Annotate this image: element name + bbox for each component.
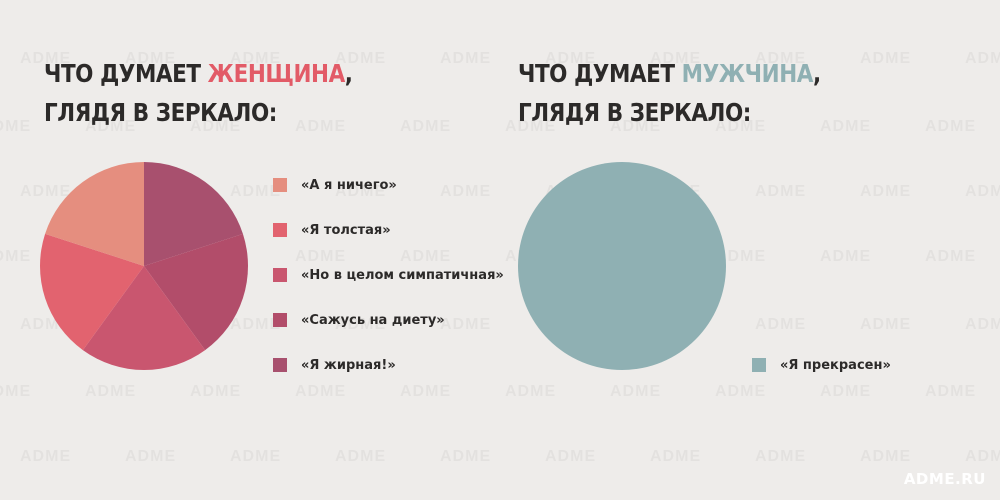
right-title-highlight: МУЖЧИНА: [681, 59, 814, 88]
watermark-text: ADME: [755, 316, 806, 334]
right-title-prefix: ЧТО ДУМАЕТ: [518, 59, 682, 88]
watermark-text: ADME: [610, 118, 661, 136]
woman-legend-item: «Я толстая»: [273, 222, 391, 238]
left-title-highlight: ЖЕНЩИНА: [207, 59, 346, 88]
watermark-text: ADME: [20, 50, 71, 68]
watermark-text: ADME: [505, 118, 556, 136]
watermark-text: ADME: [860, 183, 911, 201]
woman-legend-swatch: [273, 268, 287, 282]
man-pie-slice-1: [518, 162, 726, 370]
watermark-text: ADME: [715, 248, 766, 266]
watermark-text: ADME: [820, 118, 871, 136]
watermark-text: ADME: [190, 383, 241, 401]
watermark-text: ADME: [965, 50, 1000, 68]
watermark-text: ADME: [820, 248, 871, 266]
watermark-text: ADME: [190, 118, 241, 136]
watermark-text: ADME: [125, 50, 176, 68]
brand-logo-text: ADME.RU: [903, 470, 986, 488]
woman-legend-label: «Я жирная!»: [301, 357, 396, 373]
watermark-text: ADME: [925, 118, 976, 136]
man-legend-swatch: [752, 358, 766, 372]
watermark-text: ADME: [85, 383, 136, 401]
watermark-text: ADME: [20, 448, 71, 466]
watermark-text: ADME: [400, 248, 451, 266]
watermark-text: ADME: [965, 448, 1000, 466]
watermark-text: ADME: [965, 316, 1000, 334]
woman-legend-swatch: [273, 223, 287, 237]
watermark-text: ADME: [440, 183, 491, 201]
woman-pie-chart: [40, 162, 249, 370]
woman-pie-slice-1: [144, 162, 243, 266]
woman-legend-item: «А я ничего»: [273, 177, 397, 193]
watermark-text: ADME: [440, 316, 491, 334]
woman-legend-label: «Я толстая»: [301, 222, 391, 238]
watermark-text: ADME: [400, 383, 451, 401]
watermark-text: ADME: [0, 118, 31, 136]
woman-pie-slice-3: [82, 266, 206, 370]
left-title-prefix: ЧТО ДУМАЕТ: [44, 59, 208, 88]
watermark-text: ADME: [0, 383, 31, 401]
right-title-line2: ГЛЯДЯ В ЗЕРКАЛО:: [518, 98, 751, 127]
watermark-text: ADME: [610, 383, 661, 401]
watermark-text: ADME: [965, 183, 1000, 201]
watermark-text: ADME: [755, 448, 806, 466]
watermark-text: ADME: [755, 183, 806, 201]
watermark-text: ADME: [715, 118, 766, 136]
watermark-text: ADME: [650, 448, 701, 466]
watermark-text: ADME: [650, 50, 701, 68]
watermark-text: ADME: [295, 118, 346, 136]
watermark-text: ADME: [0, 248, 31, 266]
watermark-text: ADME: [85, 118, 136, 136]
watermark-text: ADME: [230, 448, 281, 466]
watermark-text: ADME: [820, 383, 871, 401]
woman-legend-label: «Сажусь на диету»: [301, 312, 445, 328]
man-legend-item: «Я прекрасен»: [752, 357, 891, 373]
right-title-suffix: ,: [812, 59, 821, 88]
watermark-text: ADME: [295, 383, 346, 401]
watermark-text: ADME: [860, 50, 911, 68]
watermark-text: ADME: [400, 118, 451, 136]
woman-legend-swatch: [273, 313, 287, 327]
woman-legend-swatch: [273, 358, 287, 372]
left-title-line1: ЧТО ДУМАЕТ ЖЕНЩИНА,: [44, 54, 353, 93]
watermark-text: ADME: [335, 183, 386, 201]
woman-legend-item: «Сажусь на диету»: [273, 312, 445, 328]
right-chart-title: ЧТО ДУМАЕТ МУЖЧИНА, ГЛЯДЯ В ЗЕРКАЛО:: [518, 54, 821, 132]
watermark-text: ADME: [125, 448, 176, 466]
woman-legend-item: «Но в целом симпатичная»: [273, 267, 504, 283]
woman-legend-label: «А я ничего»: [301, 177, 397, 193]
watermark-text: ADME: [230, 183, 281, 201]
watermark-text: ADME: [860, 448, 911, 466]
watermark-text: ADME: [440, 50, 491, 68]
man-legend-label: «Я прекрасен»: [780, 357, 891, 373]
watermark-text: ADME: [335, 50, 386, 68]
watermark-text: ADME: [230, 50, 281, 68]
right-title-line1: ЧТО ДУМАЕТ МУЖЧИНА,: [518, 54, 821, 93]
watermark-text: ADME: [860, 316, 911, 334]
watermark-text: ADME: [295, 248, 346, 266]
watermark-text: ADME: [230, 316, 281, 334]
watermark-text: ADME: [335, 448, 386, 466]
woman-pie-slice-5: [45, 162, 145, 266]
watermark-text: ADME: [715, 383, 766, 401]
woman-legend-label: «Но в целом симпатичная»: [301, 267, 504, 283]
watermark-text: ADME: [925, 383, 976, 401]
watermark-text: ADME: [505, 383, 556, 401]
watermark-text: ADME: [440, 448, 491, 466]
left-chart-title: ЧТО ДУМАЕТ ЖЕНЩИНА, ГЛЯДЯ В ЗЕРКАЛО:: [44, 54, 353, 132]
man-pie-chart: [518, 162, 726, 370]
watermark-text: ADME: [545, 50, 596, 68]
left-title-line2: ГЛЯДЯ В ЗЕРКАЛО:: [44, 98, 277, 127]
left-title-suffix: ,: [344, 59, 353, 88]
watermark-text: ADME: [545, 448, 596, 466]
woman-legend-swatch: [273, 178, 287, 192]
watermark-text: ADME: [925, 248, 976, 266]
watermark-text: ADME: [755, 50, 806, 68]
woman-pie-slice-2: [144, 233, 249, 351]
woman-legend-item: «Я жирная!»: [273, 357, 396, 373]
woman-pie-slice-4: [40, 233, 144, 351]
watermark-text: ADME: [335, 316, 386, 334]
watermark-text: ADME: [20, 183, 71, 201]
